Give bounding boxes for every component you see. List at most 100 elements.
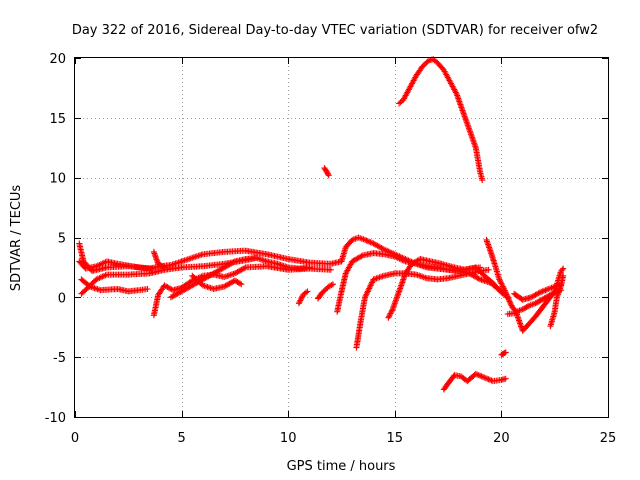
data-point [231,277,238,284]
data-point [330,281,336,288]
data-point [484,375,491,382]
x-tick-labels: 0 5 10 15 20 25 [71,431,616,446]
data-point [230,259,237,266]
series-track-p [396,56,486,184]
y-tick-label: -5 [53,351,66,366]
data-point [560,265,567,272]
data-point [503,291,510,298]
data-point [560,272,567,279]
data-point [485,376,492,383]
y-tick-label: 10 [49,172,66,187]
chart-title: Day 322 of 2016, Sidereal Day-to-day VTE… [72,23,598,38]
data-point [542,287,549,294]
data-point [304,288,311,295]
data-point [482,375,489,382]
data-point [327,266,334,273]
data-point [504,294,511,301]
series-track-h [150,248,168,271]
series-track-n [353,270,505,351]
y-axis-label: SDTVAR / TECUs [9,185,24,292]
data-point [303,289,309,296]
grid-lines [75,58,608,417]
data-point [496,276,503,283]
data-point [358,253,365,260]
data-point [157,262,164,269]
data-point [209,271,216,278]
data-point [502,375,509,382]
data-point [362,236,368,243]
data-point [538,296,545,303]
series-track-t [504,265,567,334]
series-track-q [440,370,509,393]
data-point [501,350,508,356]
data-point [298,294,305,301]
data-point [485,266,492,273]
series-track-i [295,288,311,307]
data-point [237,280,243,287]
data-point [298,296,304,303]
data-point [364,289,371,296]
data-point [479,373,486,380]
data-point [500,284,507,291]
data-point [328,282,335,288]
data-point [506,298,513,305]
y-tick-labels: -10 -5 0 5 10 15 20 [45,52,66,426]
data-point [507,301,514,308]
series-track-s [483,236,565,315]
data-point [148,265,155,272]
data-points [76,56,567,393]
y-tick-label: 15 [49,112,66,127]
series-track-g [189,272,245,292]
data-point [297,297,304,304]
data-point [460,108,466,115]
data-point [498,280,505,287]
data-point [386,311,393,318]
data-point [238,281,245,288]
series-track-k [321,165,332,179]
data-point [536,289,543,296]
data-point [296,298,303,305]
x-tick-label: 10 [280,431,297,446]
data-point [161,264,168,271]
data-point [539,288,546,295]
y-tick-label: -10 [45,411,66,426]
data-point [395,289,402,296]
data-point [364,238,371,245]
data-point [499,282,506,288]
series-track-c [76,258,155,272]
data-point [497,279,504,286]
data-point [369,239,376,246]
data-point [532,300,539,307]
data-point [507,299,514,306]
series-track-o [385,256,511,321]
x-tick-label: 5 [177,431,185,446]
data-point [175,289,182,296]
data-point [518,323,525,330]
data-point [501,286,508,293]
data-point [497,277,503,284]
data-point [478,373,485,380]
data-point [519,306,526,313]
data-point [325,171,331,178]
data-point [295,300,302,307]
data-point [537,297,544,304]
series-track-r [498,349,509,358]
data-point [535,290,542,297]
x-tick-label: 25 [600,431,617,446]
data-point [543,286,550,293]
data-point [160,263,167,270]
data-point [477,372,484,379]
data-point [504,293,511,299]
y-tick-label: 5 [58,232,66,247]
data-point [325,172,332,179]
data-point [386,313,393,320]
data-point [389,307,395,314]
x-tick-label: 15 [387,431,404,446]
data-point [475,275,482,282]
data-point [479,177,486,184]
data-point [366,238,373,245]
x-tick-label: 0 [71,431,79,446]
series-track-j [315,281,336,302]
data-point [144,286,151,292]
data-point [505,295,512,302]
